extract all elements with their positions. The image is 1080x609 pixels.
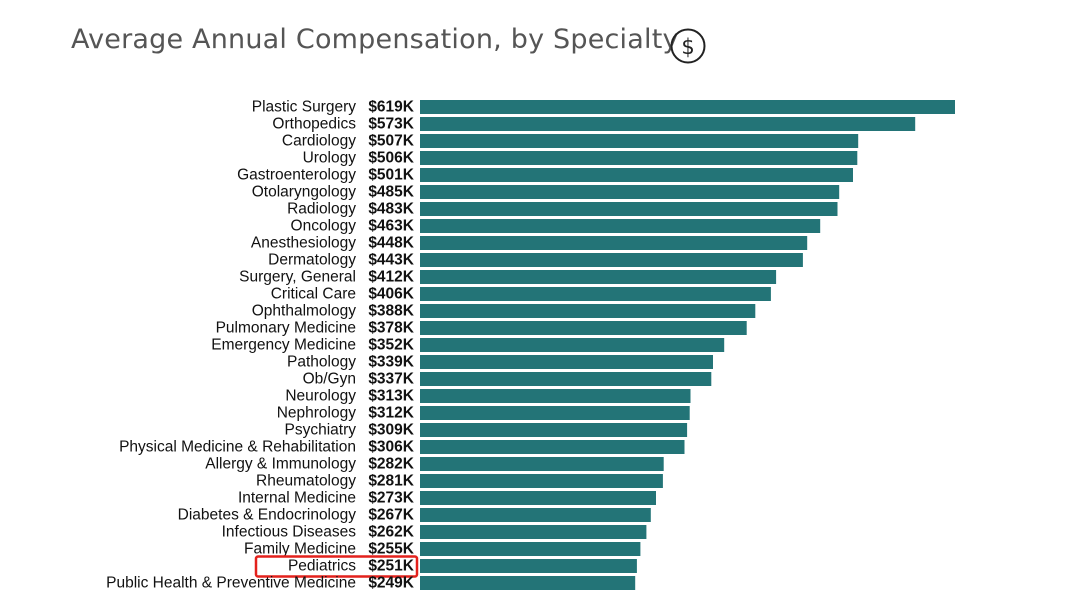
bar-public-health-and-preventive-medicine	[420, 576, 636, 590]
category-label-pathology: Pathology	[287, 354, 356, 371]
value-label-family-medicine: $255K	[368, 541, 414, 558]
value-label-plastic-surgery: $619K	[368, 99, 414, 116]
bar-plastic-surgery	[420, 100, 955, 114]
value-label-diabetes-and-endocrinology: $267K	[368, 507, 414, 524]
bar-rheumatology	[420, 474, 663, 488]
value-label-gastroenterology: $501K	[368, 167, 414, 184]
bar-critical-care	[420, 287, 771, 301]
category-label-pediatrics: Pediatrics	[288, 558, 356, 575]
value-label-dermatology: $443K	[368, 252, 414, 269]
value-label-ob-gyn: $337K	[368, 371, 414, 388]
value-label-emergency-medicine: $352K	[368, 337, 414, 354]
category-label-diabetes-and-endocrinology: Diabetes & Endocrinology	[178, 507, 357, 524]
category-label-oncology: Oncology	[291, 218, 357, 235]
chart-title: Average Annual Compensation, by Specialt…	[71, 24, 679, 55]
bar-infectious-diseases	[420, 525, 647, 539]
bar-neurology	[420, 389, 691, 403]
value-label-radiology: $483K	[368, 201, 414, 218]
value-label-pathology: $339K	[368, 354, 414, 371]
category-label-gastroenterology: Gastroenterology	[237, 167, 356, 184]
value-label-surgery-general: $412K	[368, 269, 414, 286]
value-label-pulmonary-medicine: $378K	[368, 320, 414, 337]
value-label-urology: $506K	[368, 150, 414, 167]
category-label-orthopedics: Orthopedics	[272, 116, 356, 133]
value-label-physical-medicine-and-rehabilitation: $306K	[368, 439, 414, 456]
bar-family-medicine	[420, 542, 641, 556]
category-label-anesthesiology: Anesthesiology	[251, 235, 356, 252]
bar-nephrology	[420, 406, 690, 420]
bar-otolaryngology	[420, 185, 840, 199]
bar-physical-medicine-and-rehabilitation	[420, 440, 685, 454]
bar-diabetes-and-endocrinology	[420, 508, 651, 522]
bar-pathology	[420, 355, 713, 369]
category-label-ophthalmology: Ophthalmology	[252, 303, 357, 320]
category-label-urology: Urology	[303, 150, 357, 167]
bar-dermatology	[420, 253, 803, 267]
value-label-nephrology: $312K	[368, 405, 414, 422]
value-label-critical-care: $406K	[368, 286, 414, 303]
value-label-oncology: $463K	[368, 218, 414, 235]
value-label-otolaryngology: $485K	[368, 184, 414, 201]
value-label-pediatrics: $251K	[368, 558, 414, 575]
category-label-neurology: Neurology	[285, 388, 356, 405]
bar-pediatrics	[420, 559, 637, 573]
bar-radiology	[420, 202, 838, 216]
category-label-cardiology: Cardiology	[282, 133, 356, 150]
bar-surgery-general	[420, 270, 777, 284]
bar-ob-gyn	[420, 372, 712, 386]
category-label-family-medicine: Family Medicine	[244, 541, 356, 558]
category-label-surgery-general: Surgery, General	[239, 269, 356, 286]
bar-urology	[420, 151, 858, 165]
bar-pulmonary-medicine	[420, 321, 747, 335]
category-label-pulmonary-medicine: Pulmonary Medicine	[216, 320, 356, 337]
bar-ophthalmology	[420, 304, 756, 318]
category-label-internal-medicine: Internal Medicine	[238, 490, 356, 507]
value-label-allergy-and-immunology: $282K	[368, 456, 414, 473]
category-label-infectious-diseases: Infectious Diseases	[222, 524, 357, 541]
category-label-rheumatology: Rheumatology	[256, 473, 356, 490]
category-label-ob-gyn: Ob/Gyn	[303, 371, 356, 388]
category-label-dermatology: Dermatology	[268, 252, 356, 269]
category-label-public-health-and-preventive-medicine: Public Health & Preventive Medicine	[106, 575, 356, 592]
value-label-public-health-and-preventive-medicine: $249K	[368, 575, 414, 592]
category-label-physical-medicine-and-rehabilitation: Physical Medicine & Rehabilitation	[119, 439, 356, 456]
value-label-rheumatology: $281K	[368, 473, 414, 490]
value-label-cardiology: $507K	[368, 133, 414, 150]
value-label-neurology: $313K	[368, 388, 414, 405]
dollar-circle-icon: $	[670, 28, 706, 64]
category-label-plastic-surgery: Plastic Surgery	[252, 99, 356, 116]
bar-orthopedics	[420, 117, 916, 131]
bar-gastroenterology	[420, 168, 853, 182]
category-label-emergency-medicine: Emergency Medicine	[211, 337, 356, 354]
bar-internal-medicine	[420, 491, 656, 505]
bar-psychiatry	[420, 423, 688, 437]
highlight-box-pediatrics	[254, 555, 419, 578]
bar-oncology	[420, 219, 821, 233]
value-label-ophthalmology: $388K	[368, 303, 414, 320]
value-label-anesthesiology: $448K	[368, 235, 414, 252]
bar-anesthesiology	[420, 236, 808, 250]
category-label-allergy-and-immunology: Allergy & Immunology	[205, 456, 356, 473]
value-label-internal-medicine: $273K	[368, 490, 414, 507]
bar-emergency-medicine	[420, 338, 725, 352]
category-label-critical-care: Critical Care	[271, 286, 356, 303]
category-label-otolaryngology: Otolaryngology	[252, 184, 357, 201]
value-label-infectious-diseases: $262K	[368, 524, 414, 541]
category-label-psychiatry: Psychiatry	[285, 422, 357, 439]
svg-text:$: $	[681, 35, 694, 59]
bar-cardiology	[420, 134, 859, 148]
value-label-psychiatry: $309K	[368, 422, 414, 439]
bar-allergy-and-immunology	[420, 457, 664, 471]
value-label-orthopedics: $573K	[368, 116, 414, 133]
category-label-nephrology: Nephrology	[277, 405, 357, 422]
category-label-radiology: Radiology	[287, 201, 356, 218]
